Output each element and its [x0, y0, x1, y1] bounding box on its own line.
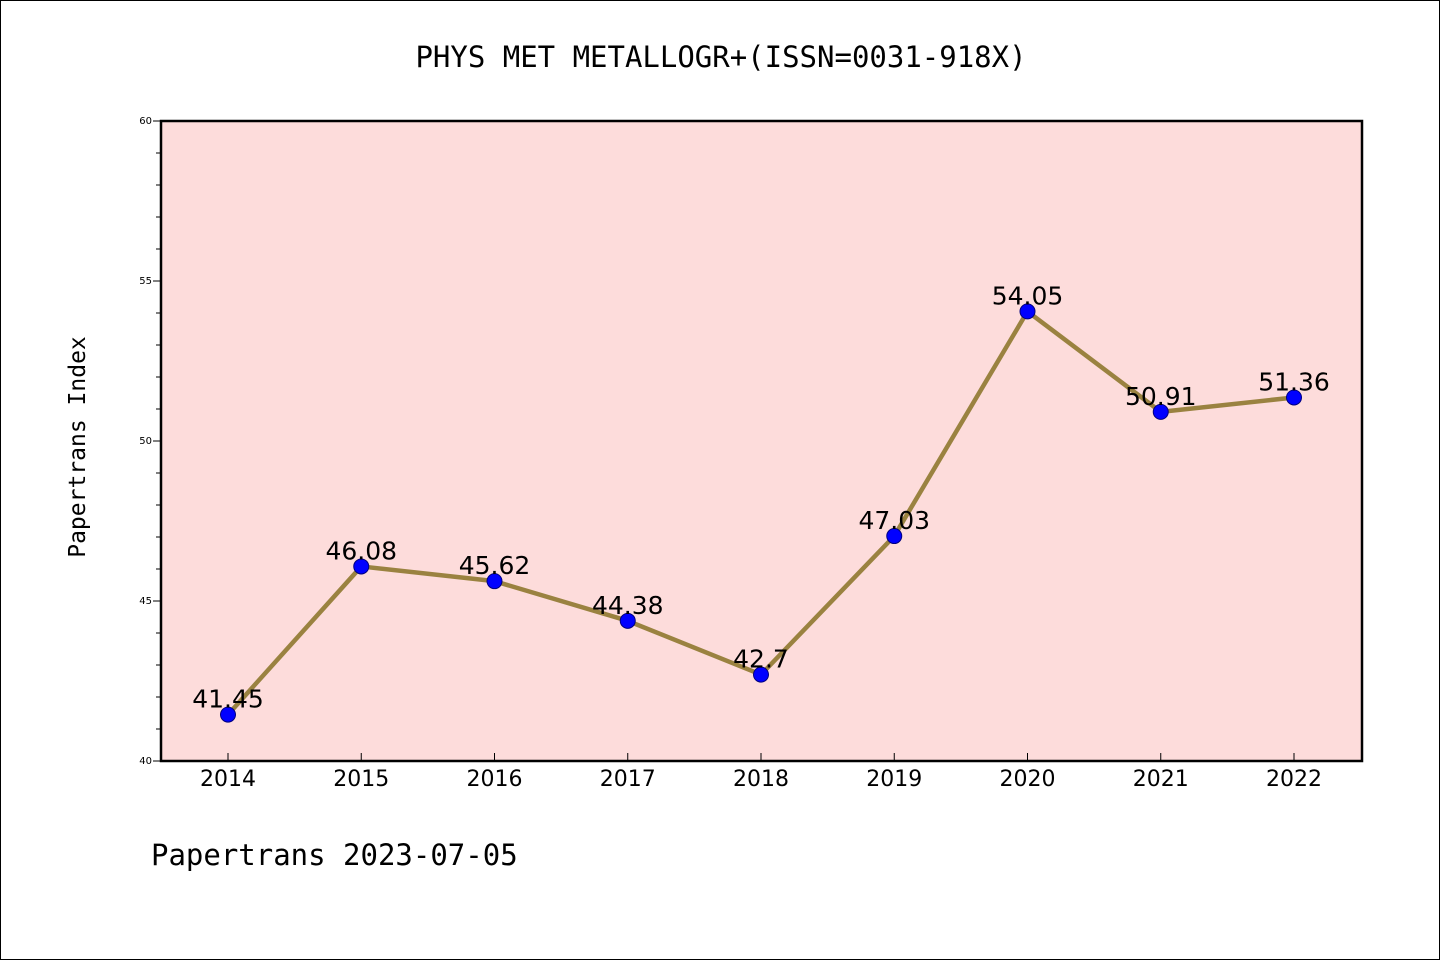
data-label: 44.38	[592, 591, 664, 620]
data-point	[753, 666, 769, 683]
data-label: 42.7	[733, 645, 789, 674]
data-point	[1286, 389, 1302, 406]
data-label: 47.03	[858, 506, 930, 535]
x-tick-label: 2018	[733, 767, 789, 792]
x-axis: 2014 2015 2016 2017 2018 2019 2020 2021 2022	[200, 753, 1322, 792]
data-label: 46.08	[325, 536, 397, 565]
y-tick-label: 60	[139, 116, 152, 127]
data-point	[886, 528, 903, 545]
x-tick-label: 2019	[866, 767, 922, 792]
y-tick-label: 40	[139, 756, 152, 767]
data-point	[1152, 403, 1169, 420]
plot-border	[159, 119, 1364, 763]
x-tick-label: 2020	[1000, 767, 1056, 792]
chart-footer: Papertrans 2023-07-05	[151, 838, 518, 872]
plot-area	[161, 121, 1362, 761]
data-point	[353, 558, 370, 575]
data-label: 45.62	[459, 551, 531, 580]
data-point	[220, 706, 236, 723]
x-tick-label: 2016	[467, 767, 523, 792]
series-markers	[220, 303, 1302, 723]
x-tick-label: 2014	[200, 767, 256, 792]
y-tick-label: 45	[139, 596, 152, 607]
y-axis-label: Papertrans Index	[65, 336, 91, 558]
data-label: 51.36	[1258, 367, 1330, 396]
data-labels: 41.45 46.08 45.62 44.38 42.7 47.03 54.05 50.91 5…	[192, 281, 1330, 713]
y-axis: 40 45 50 55 60	[139, 116, 161, 767]
x-tick-label: 2021	[1133, 767, 1189, 792]
data-label: 50.91	[1125, 382, 1197, 411]
x-tick-label: 2015	[333, 767, 389, 792]
chart-title: PHYS MET METALLOGR+(ISSN=0031-918X)	[415, 40, 1026, 74]
data-point	[619, 612, 636, 629]
data-point	[1019, 303, 1036, 320]
y-tick-label: 50	[139, 436, 152, 447]
y-tick-label: 55	[139, 276, 152, 287]
data-point	[486, 573, 503, 590]
x-tick-label: 2022	[1266, 767, 1322, 792]
data-label: 54.05	[992, 281, 1064, 310]
x-tick-label: 2017	[600, 767, 656, 792]
data-label: 41.45	[192, 685, 264, 714]
